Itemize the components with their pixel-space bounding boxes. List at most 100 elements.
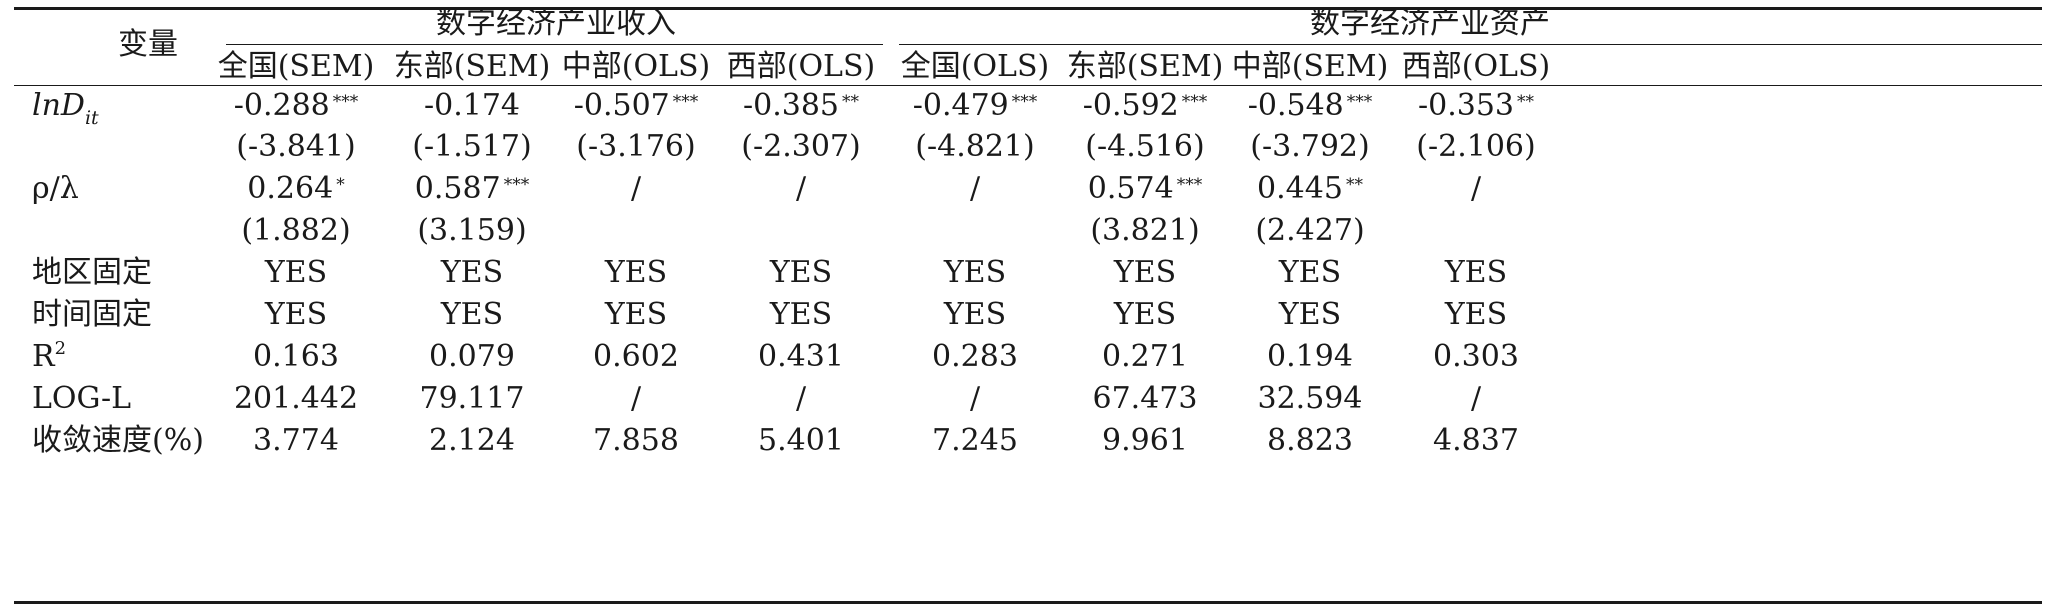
- cell-value: -0.507: [573, 88, 670, 123]
- table-cell: -0.479 ***: [913, 86, 1038, 126]
- cell-value: /: [630, 381, 642, 416]
- table-cell: /: [970, 169, 980, 209]
- table-cell: 0.079: [429, 337, 515, 377]
- cell-value: 4.837: [1433, 423, 1519, 458]
- table-cell: (2.427): [1255, 211, 1364, 251]
- table-cell: 7.245: [932, 421, 1018, 461]
- table-cell: 0.303: [1433, 337, 1519, 377]
- cell-value: YES: [943, 255, 1007, 290]
- cell-value: (-2.106): [1416, 129, 1536, 164]
- cell-value: 79.117: [419, 381, 525, 416]
- row-label-r2: R2: [32, 337, 66, 381]
- group-header-assets: 数字经济产业资产: [1310, 6, 1550, 41]
- cell-value: 0.587: [414, 171, 501, 206]
- cell-value: (1.882): [241, 213, 351, 248]
- cell-value: (-1.517): [412, 129, 532, 164]
- table-cell: 4.837: [1433, 421, 1519, 461]
- table-cell: -0.174: [424, 86, 520, 126]
- cell-value: 0.431: [758, 339, 844, 374]
- table-cell: 67.473: [1093, 379, 1198, 419]
- cell-value: 0.283: [932, 339, 1018, 374]
- table-cell: YES: [1279, 295, 1341, 335]
- table-cell: 5.401: [758, 421, 844, 461]
- table-cell: 0.602: [593, 337, 679, 377]
- cell-value: YES: [769, 255, 833, 290]
- cell-value: 0.264: [247, 171, 334, 206]
- table-cell: YES: [605, 295, 667, 335]
- table-cell: YES: [265, 295, 327, 335]
- cell-value: YES: [1278, 297, 1342, 332]
- cell-value: YES: [943, 297, 1007, 332]
- cell-value: -0.385: [742, 88, 840, 123]
- cell-value: YES: [604, 255, 668, 290]
- cell-value: 7.245: [932, 423, 1018, 458]
- table-cell: YES: [944, 295, 1006, 335]
- cell-value: -0.353: [1417, 88, 1515, 123]
- group-underline-assets: [899, 44, 2042, 45]
- table-cell: 79.117: [420, 379, 525, 419]
- row-label-r2-superscript: 2: [54, 338, 67, 359]
- table-cell: -0.385 **: [743, 86, 859, 126]
- cell-value: YES: [1113, 255, 1177, 290]
- cell-value: (2.427): [1255, 213, 1365, 248]
- cell-value: /: [1470, 381, 1482, 416]
- column-header: 东部(SEM): [1066, 49, 1224, 84]
- table-cell: /: [631, 169, 641, 209]
- significance-stars: ***: [1176, 175, 1203, 195]
- cell-value: 0.574: [1087, 171, 1174, 206]
- table-cell: 0.283: [932, 337, 1018, 377]
- significance-stars: ***: [672, 92, 699, 112]
- table-cell: 0.587 ***: [415, 169, 529, 209]
- cell-value: /: [630, 171, 642, 206]
- cell-value: -0.288: [233, 88, 330, 123]
- table-cell: 9.961: [1102, 421, 1188, 461]
- cell-value: YES: [769, 297, 833, 332]
- cell-value: (3.821): [1090, 213, 1200, 248]
- table-cell: (-3.792): [1250, 127, 1369, 167]
- table-cell: 0.194: [1267, 337, 1353, 377]
- table-cell: YES: [1279, 253, 1341, 293]
- table-cell: YES: [265, 253, 327, 293]
- bottom-rule: [14, 601, 2042, 604]
- table-cell: YES: [1445, 295, 1507, 335]
- table-cell: YES: [1445, 253, 1507, 293]
- cell-value: YES: [440, 255, 504, 290]
- table-cell: 32.594: [1258, 379, 1363, 419]
- cell-value: 32.594: [1257, 381, 1363, 416]
- cell-value: 5.401: [758, 423, 844, 458]
- cell-value: 8.823: [1267, 423, 1353, 458]
- cell-value: 67.473: [1092, 381, 1198, 416]
- cell-value: (-4.821): [915, 129, 1035, 164]
- row-label-time-fe: 时间固定: [32, 297, 152, 332]
- table-cell: 0.431: [758, 337, 844, 377]
- cell-value: (-3.176): [576, 129, 696, 164]
- cell-value: 0.602: [593, 339, 679, 374]
- table-cell: 0.271: [1102, 337, 1188, 377]
- table-cell: YES: [770, 295, 832, 335]
- table-cell: 0.574 ***: [1088, 169, 1202, 209]
- significance-stars: ***: [1346, 92, 1373, 112]
- top-rule: [14, 7, 2042, 10]
- significance-stars: ***: [332, 92, 359, 112]
- table-cell: /: [796, 169, 806, 209]
- table-cell: YES: [1114, 295, 1176, 335]
- significance-stars: ***: [1011, 92, 1038, 112]
- cell-value: (3.159): [417, 213, 527, 248]
- cell-value: 0.163: [253, 339, 339, 374]
- table-cell: YES: [441, 253, 503, 293]
- significance-stars: *: [336, 175, 345, 195]
- table-cell: (3.821): [1090, 211, 1199, 251]
- variable-header: 变量: [118, 27, 178, 62]
- header-rule: [14, 85, 2042, 86]
- table-cell: -0.288 ***: [234, 86, 359, 126]
- table-cell: 0.445 **: [1257, 169, 1363, 209]
- cell-value: /: [795, 171, 807, 206]
- table-cell: YES: [441, 295, 503, 335]
- cell-value: (-3.841): [236, 129, 356, 164]
- cell-value: YES: [264, 297, 328, 332]
- column-header: 东部(SEM): [393, 49, 551, 84]
- table-cell: YES: [944, 253, 1006, 293]
- significance-stars: **: [1517, 92, 1535, 112]
- table-cell: (-3.176): [576, 127, 695, 167]
- table-cell: (-1.517): [412, 127, 531, 167]
